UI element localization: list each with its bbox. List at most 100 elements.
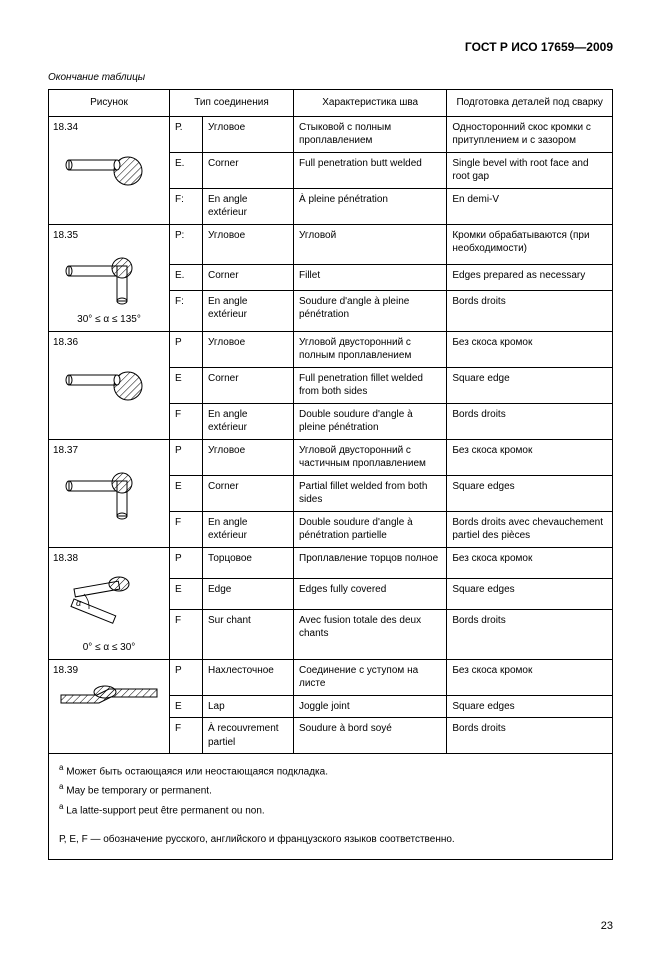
weld-char: Угловой двусторонний с частичным проплав… xyxy=(294,439,447,475)
th-char: Характеристика шва xyxy=(294,90,447,117)
prep: Bords droits avec chevauchement partiel … xyxy=(447,511,613,547)
prep: Edges prepared as necessary xyxy=(447,265,613,290)
footnote-legend: Р, Е, F — обозначение русского, английск… xyxy=(59,832,602,847)
joint-type: En angle extérieur xyxy=(203,511,294,547)
joint-type: Edge xyxy=(203,578,294,609)
figure-number: 18.39 xyxy=(53,664,165,678)
weld-char: Стыковой с полным проплавлением xyxy=(294,116,447,152)
joint-type: Угловое xyxy=(203,224,294,265)
svg-text:α: α xyxy=(76,598,82,608)
th-figure: Рисунок xyxy=(49,90,170,117)
figure-angle: 30° ≤ α ≤ 135° xyxy=(53,313,165,327)
weld-char: Partial fillet welded from both sides xyxy=(294,475,447,511)
lang-code: Р xyxy=(170,439,203,475)
prep: Square edges xyxy=(447,475,613,511)
prep: Без скоса кромок xyxy=(447,547,613,578)
figure-cell: 18.34 xyxy=(49,116,170,224)
joint-type: Угловое xyxy=(203,331,294,367)
table-row: 18.34 Р.УгловоеСтыковой с полным проплав… xyxy=(49,116,613,152)
lang-code: Р. xyxy=(170,116,203,152)
prep: Кромки обрабатываются (при необходимости… xyxy=(447,224,613,265)
footnote-a2: May be temporary or permanent. xyxy=(66,786,212,797)
joint-type: Нахлесточное xyxy=(203,659,294,695)
weld-char: Full penetration butt welded xyxy=(294,152,447,188)
joint-type: Угловое xyxy=(203,116,294,152)
joint-type: En angle extérieur xyxy=(203,188,294,224)
figure-cell: 18.36 xyxy=(49,331,170,439)
weld-char: Проплавление торцов полное xyxy=(294,547,447,578)
lang-code: Е xyxy=(170,578,203,609)
table-row: 18.38 α 0° ≤ α ≤ 30°РТорцовоеПроплавлени… xyxy=(49,547,613,578)
joint-type: Corner xyxy=(203,367,294,403)
weld-char: Соединение с уступом на листе xyxy=(294,659,447,695)
joint-type: Corner xyxy=(203,152,294,188)
footnotes: а Может быть остающаяся или неостающаяся… xyxy=(48,754,613,860)
th-prep: Подготовка деталей под сварку xyxy=(447,90,613,117)
prep: En demi-V xyxy=(447,188,613,224)
table-row: 18.36 РУгловоеУгловой двусторонний с пол… xyxy=(49,331,613,367)
lang-code: Е xyxy=(170,695,203,718)
prep: Без скоса кромок xyxy=(447,331,613,367)
weld-char: Угловой xyxy=(294,224,447,265)
joint-type: Corner xyxy=(203,265,294,290)
lang-code: F: xyxy=(170,290,203,331)
lang-code: F xyxy=(170,718,203,754)
figure-cell: 18.38 α 0° ≤ α ≤ 30° xyxy=(49,547,170,659)
joint-type: Lap xyxy=(203,695,294,718)
lang-code: F xyxy=(170,609,203,659)
prep: Square edges xyxy=(447,578,613,609)
figure-number: 18.34 xyxy=(53,121,165,135)
prep: Single bevel with root face and root gap xyxy=(447,152,613,188)
joint-type: Торцовое xyxy=(203,547,294,578)
figure-number: 18.37 xyxy=(53,444,165,458)
th-type: Тип соединения xyxy=(170,90,294,117)
prep: Bords droits xyxy=(447,718,613,754)
lang-code: F: xyxy=(170,188,203,224)
prep: Bords droits xyxy=(447,290,613,331)
weld-char: Avec fusion totale des deux chants xyxy=(294,609,447,659)
weld-char: Double soudure d'angle à pénétration par… xyxy=(294,511,447,547)
figure-number: 18.35 xyxy=(53,229,165,243)
joint-type: À recouvrement partiel xyxy=(203,718,294,754)
weld-char: Soudure à bord soyé xyxy=(294,718,447,754)
prep: Square edges xyxy=(447,695,613,718)
page-number: 23 xyxy=(48,920,613,932)
prep: Square edge xyxy=(447,367,613,403)
weld-char: Double soudure d'angle à pleine pénétrat… xyxy=(294,403,447,439)
lang-code: Е xyxy=(170,475,203,511)
table-caption: Окончание таблицы xyxy=(48,72,613,83)
lang-code: F xyxy=(170,403,203,439)
weld-char: Fillet xyxy=(294,265,447,290)
prep: Без скоса кромок xyxy=(447,439,613,475)
lang-code: Р xyxy=(170,331,203,367)
weld-char: Угловой двусторонний с полным проплавлен… xyxy=(294,331,447,367)
footnote-a1: Может быть остающаяся или неостающаяся п… xyxy=(66,766,328,777)
prep: Bords droits xyxy=(447,403,613,439)
joint-type: Corner xyxy=(203,475,294,511)
welding-table: Рисунок Тип соединения Характеристика шв… xyxy=(48,89,613,754)
prep: Bords droits xyxy=(447,609,613,659)
figure-cell: 18.35 30° ≤ α ≤ 135° xyxy=(49,224,170,331)
figure-number: 18.38 xyxy=(53,552,165,566)
weld-char: Joggle joint xyxy=(294,695,447,718)
joint-type: Sur chant xyxy=(203,609,294,659)
doc-code: ГОСТ Р ИСО 17659—2009 xyxy=(48,40,613,54)
weld-char: Soudure d'angle à pleine pénétration xyxy=(294,290,447,331)
prep: Односторонний скос кром­ки с притупление… xyxy=(447,116,613,152)
joint-type: En angle extérieur xyxy=(203,403,294,439)
lang-code: Р: xyxy=(170,224,203,265)
figure-angle: 0° ≤ α ≤ 30° xyxy=(53,641,165,655)
table-row: 18.35 30° ≤ α ≤ 135°Р:УгловоеУгловойКром… xyxy=(49,224,613,265)
joint-type: Угловое xyxy=(203,439,294,475)
lang-code: Е. xyxy=(170,265,203,290)
joint-type: En angle extérieur xyxy=(203,290,294,331)
weld-char: Edges fully covered xyxy=(294,578,447,609)
lang-code: Е. xyxy=(170,152,203,188)
weld-char: À pleine pénétration xyxy=(294,188,447,224)
figure-number: 18.36 xyxy=(53,336,165,350)
lang-code: Р xyxy=(170,547,203,578)
table-row: 18.39 РНахлесточноеСоединение с уступом … xyxy=(49,659,613,695)
lang-code: Р xyxy=(170,659,203,695)
weld-char: Full penetration fillet welded from both… xyxy=(294,367,447,403)
footnote-a3: La latte-support peut être permanent ou … xyxy=(66,805,264,816)
